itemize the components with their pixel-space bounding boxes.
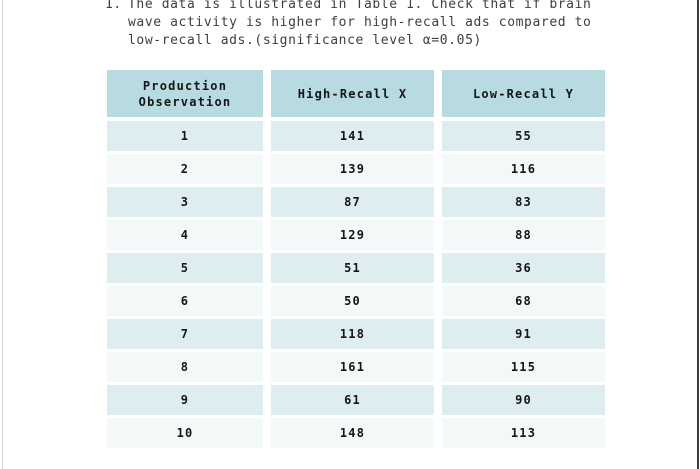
table-row: 4 129 88 [107, 220, 605, 250]
table-cell: 7 [107, 319, 263, 349]
header-cell-production-observation: Production Observation [107, 70, 263, 117]
table-cell: 4 [107, 220, 263, 250]
problem-statement: 1. The data is illustrated in Table 1. C… [105, 0, 591, 50]
data-table: Production Observation High-Recall X Low… [107, 70, 605, 451]
table-cell: 36 [442, 253, 605, 283]
table-cell: 161 [271, 352, 434, 382]
table-cell: 118 [271, 319, 434, 349]
table-cell: 88 [442, 220, 605, 250]
table-row: 2 139 116 [107, 154, 605, 184]
table-cell: 116 [442, 154, 605, 184]
table-cell: 1 [107, 121, 263, 151]
table-body: 1 141 55 2 139 116 3 87 83 4 129 88 5 51 36 6 50 68 7 118 91… [107, 121, 605, 451]
table-row: 5 51 36 [107, 253, 605, 283]
table-cell: 68 [442, 286, 605, 316]
table-cell: 113 [442, 418, 605, 448]
table-row: 1 141 55 [107, 121, 605, 151]
table-row: 7 118 91 [107, 319, 605, 349]
table-row: 6 50 68 [107, 286, 605, 316]
table-cell: 9 [107, 385, 263, 415]
table-cell: 3 [107, 187, 263, 217]
table-row: 10 148 113 [107, 418, 605, 448]
table-cell: 87 [271, 187, 434, 217]
table-cell: 10 [107, 418, 263, 448]
table-cell: 6 [107, 286, 263, 316]
table-cell: 8 [107, 352, 263, 382]
problem-text: The data is illustrated in Table 1. Chec… [128, 0, 591, 50]
table-row: 8 161 115 [107, 352, 605, 382]
table-cell: 55 [442, 121, 605, 151]
table-cell: 51 [271, 253, 434, 283]
problem-line: The data is illustrated in Table 1. Chec… [128, 0, 592, 12]
header-cell-high-recall-x: High-Recall X [271, 70, 434, 117]
table-cell: 115 [442, 352, 605, 382]
table-cell: 139 [271, 154, 434, 184]
table-cell: 61 [271, 385, 434, 415]
page-left-border [2, 0, 3, 469]
table-cell: 5 [107, 253, 263, 283]
table-row: 3 87 83 [107, 187, 605, 217]
problem-line: wave activity is higher for high-recall … [128, 15, 592, 30]
table-cell: 83 [442, 187, 605, 217]
table-cell: 129 [271, 220, 434, 250]
table-cell: 148 [271, 418, 434, 448]
problem-line: low-recall ads.(significance level α=0.0… [128, 33, 482, 48]
table-header-row: Production Observation High-Recall X Low… [107, 70, 605, 117]
table-row: 9 61 90 [107, 385, 605, 415]
table-cell: 50 [271, 286, 434, 316]
table-cell: 2 [107, 154, 263, 184]
table-cell: 91 [442, 319, 605, 349]
table-cell: 141 [271, 121, 434, 151]
header-cell-low-recall-y: Low-Recall Y [442, 70, 605, 117]
list-number: 1. [105, 0, 122, 12]
page-right-border [697, 0, 699, 469]
table-cell: 90 [442, 385, 605, 415]
